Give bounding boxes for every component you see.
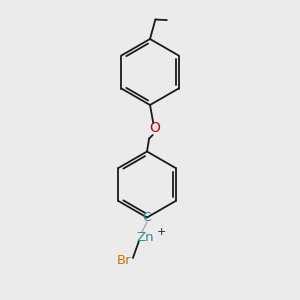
Text: Br: Br bbox=[117, 254, 132, 268]
Text: C: C bbox=[142, 211, 152, 224]
Text: O: O bbox=[149, 122, 160, 135]
Text: Zn: Zn bbox=[137, 231, 154, 244]
Text: +: + bbox=[156, 227, 166, 237]
